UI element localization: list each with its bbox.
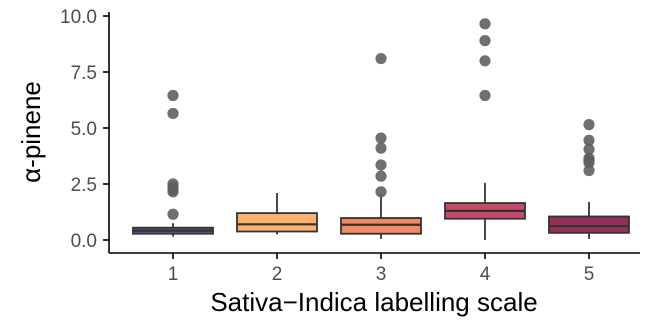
box-3 xyxy=(340,52,422,239)
x-axis-ticks: 1 2 3 4 5 xyxy=(168,253,595,285)
box-2 xyxy=(236,192,318,235)
y-tick-label: 7.5 xyxy=(71,63,97,84)
iqr-box xyxy=(340,217,422,235)
outlier-point xyxy=(167,107,179,120)
x-axis-title: Sativa−Indica labelling scale xyxy=(210,287,537,317)
y-tick-label: 0.0 xyxy=(71,231,97,252)
outlier-point xyxy=(375,170,387,182)
outlier-point xyxy=(479,55,491,67)
outlier-point xyxy=(167,89,179,102)
outlier-point xyxy=(583,143,595,155)
box-4 xyxy=(444,18,526,240)
outlier-point xyxy=(167,186,179,198)
y-tick-label: 2.5 xyxy=(71,175,97,196)
y-axis-ticks: 0.0 2.5 5.0 7.5 10.0 xyxy=(60,7,109,252)
box-1 xyxy=(132,89,214,237)
x-tick-label: 1 xyxy=(168,264,179,285)
x-tick-label: 5 xyxy=(584,264,595,285)
y-tick-label: 5.0 xyxy=(71,119,97,140)
outlier-point xyxy=(479,18,491,30)
outlier-point xyxy=(583,157,595,169)
x-tick-label: 4 xyxy=(480,264,491,285)
box-group xyxy=(132,18,630,240)
x-tick-label: 3 xyxy=(376,264,387,285)
iqr-box xyxy=(548,215,630,234)
y-axis-title: α-pinene xyxy=(16,81,46,183)
box-5 xyxy=(548,119,630,239)
x-tick-label: 2 xyxy=(272,264,283,285)
outlier-point xyxy=(583,134,595,146)
outlier-point xyxy=(583,164,595,177)
outlier-point xyxy=(375,159,387,171)
outlier-point xyxy=(375,52,387,65)
outlier-point xyxy=(479,35,491,47)
iqr-box xyxy=(236,212,318,233)
outlier-point xyxy=(375,186,387,198)
outlier-point xyxy=(375,132,387,144)
y-tick-label: 10.0 xyxy=(60,7,97,28)
outlier-point xyxy=(375,142,387,154)
outlier-point xyxy=(583,119,595,131)
outlier-point xyxy=(167,208,179,220)
outlier-point xyxy=(479,89,491,102)
